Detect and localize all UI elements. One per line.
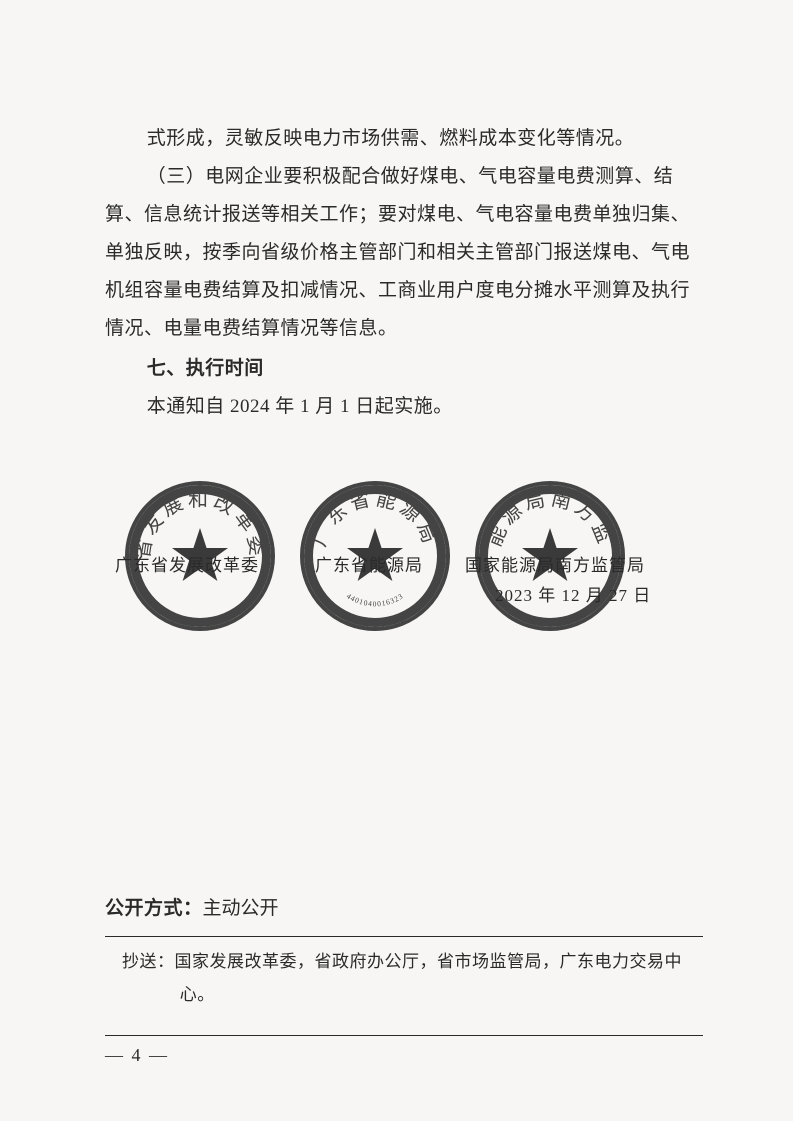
paragraph-1: 式形成，灵敏反映电力市场供需、燃料成本变化等情况。 [105,120,703,158]
footer-block: 公开方式：主动公开 抄送：国家发展改革委，省政府办公厅，省市场监管局，广东电力交… [105,893,703,1011]
divider-bottom [105,1035,703,1036]
document-page: 式形成，灵敏反映电力市场供需、燃料成本变化等情况。 （三）电网企业要积极配合做好… [0,0,793,1121]
carbon-copy-block: 抄送：国家发展改革委，省政府办公厅，省市场监管局，广东电力交易中心。 [163,945,703,1011]
disclosure-label: 公开方式： [105,898,203,919]
page-number: — 4 — [105,1045,169,1066]
divider-top [105,936,703,937]
svg-text:4401040016323: 4401040016323 [345,591,405,608]
body-text-block: 式形成，灵敏反映电力市场供需、燃料成本变化等情况。 （三）电网企业要积极配合做好… [105,120,703,426]
stamp-caption-1: 广东省发展改革委 [115,551,259,576]
paragraph-2: （三）电网企业要积极配合做好煤电、气电容量电费测算、结算、信息统计报送等相关工作… [105,158,703,348]
stamp-row: 广东省发展和改革委员会 广东省发展改革委 广东省能源局 440104001632… [105,481,703,661]
disclosure-line: 公开方式：主动公开 [105,893,703,928]
stamp-caption-3: 国家能源局南方监管局 [465,551,645,576]
effective-date-line: 本通知自 2024 年 1 月 1 日起实施。 [105,388,703,426]
disclosure-value: 主动公开 [203,898,279,919]
cc-value: 国家发展改革委，省政府办公厅，省市场监管局，广东电力交易中心。 [175,952,683,1004]
cc-label: 抄送： [122,952,175,971]
issuance-date: 2023 年 12 月 27 日 [495,581,651,606]
stamp-caption-2: 广东省能源局 [315,551,423,576]
section-heading-7: 七、执行时间 [105,350,703,388]
